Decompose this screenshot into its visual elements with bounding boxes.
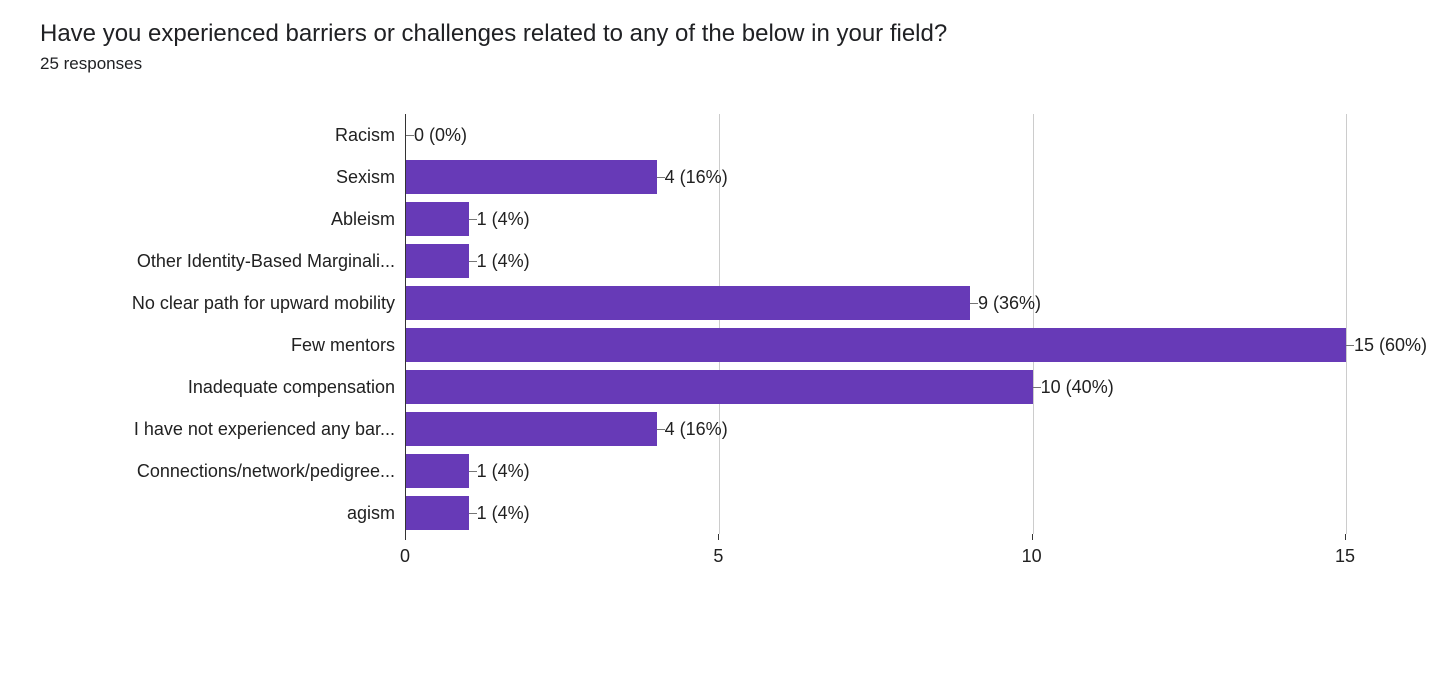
- value-tick: [1033, 387, 1041, 388]
- value-tick: [970, 303, 978, 304]
- bar: [406, 202, 469, 236]
- bar: [406, 160, 657, 194]
- value-tick: [657, 177, 665, 178]
- bar-row: 1 (4%): [406, 492, 1346, 534]
- x-axis-label: 0: [400, 546, 410, 567]
- bar-row: 1 (4%): [406, 240, 1346, 282]
- bar-row: 4 (16%): [406, 408, 1346, 450]
- value-tick: [657, 429, 665, 430]
- bar-row: 1 (4%): [406, 450, 1346, 492]
- category-label: Connections/network/pedigree...: [40, 450, 400, 492]
- value-label: 4 (16%): [665, 408, 728, 450]
- value-label: 9 (36%): [978, 282, 1041, 324]
- value-tick: [406, 135, 414, 136]
- value-tick: [469, 261, 477, 262]
- category-label: Ableism: [40, 198, 400, 240]
- value-label: 10 (40%): [1041, 366, 1114, 408]
- chart-plot: 0 (0%)4 (16%)1 (4%)1 (4%)9 (36%)15 (60%)…: [405, 114, 1346, 534]
- category-label: Sexism: [40, 156, 400, 198]
- bar-row: 0 (0%): [406, 114, 1346, 156]
- value-tick: [1346, 345, 1354, 346]
- chart-subtitle: 25 responses: [40, 54, 1416, 74]
- category-label: Inadequate compensation: [40, 366, 400, 408]
- bar: [406, 454, 469, 488]
- bar: [406, 244, 469, 278]
- x-axis-tick: [1032, 534, 1033, 540]
- category-label: No clear path for upward mobility: [40, 282, 400, 324]
- chart-title: Have you experienced barriers or challen…: [40, 20, 1416, 48]
- x-axis-tick: [1345, 534, 1346, 540]
- value-label: 1 (4%): [477, 450, 530, 492]
- bar: [406, 328, 1346, 362]
- category-label: agism: [40, 492, 400, 534]
- value-tick: [469, 219, 477, 220]
- x-axis-label: 5: [713, 546, 723, 567]
- x-axis-tick: [405, 534, 406, 540]
- value-tick: [469, 471, 477, 472]
- bar-row: 1 (4%): [406, 198, 1346, 240]
- bar: [406, 496, 469, 530]
- bar: [406, 286, 970, 320]
- bar-row: 4 (16%): [406, 156, 1346, 198]
- value-label: 1 (4%): [477, 240, 530, 282]
- category-label: I have not experienced any bar...: [40, 408, 400, 450]
- gridline: [1346, 114, 1347, 534]
- chart-container: Have you experienced barriers or challen…: [0, 0, 1456, 614]
- chart-area: 0 (0%)4 (16%)1 (4%)1 (4%)9 (36%)15 (60%)…: [40, 114, 1416, 594]
- bar-row: 10 (40%): [406, 366, 1346, 408]
- value-label: 1 (4%): [477, 198, 530, 240]
- bar: [406, 412, 657, 446]
- value-label: 4 (16%): [665, 156, 728, 198]
- category-label: Other Identity-Based Marginali...: [40, 240, 400, 282]
- bar-row: 9 (36%): [406, 282, 1346, 324]
- x-axis-label: 10: [1022, 546, 1042, 567]
- value-label: 1 (4%): [477, 492, 530, 534]
- value-tick: [469, 513, 477, 514]
- x-axis-tick: [718, 534, 719, 540]
- bar: [406, 370, 1033, 404]
- value-label: 15 (60%): [1354, 324, 1427, 366]
- value-label: 0 (0%): [414, 114, 467, 156]
- x-axis-label: 15: [1335, 546, 1355, 567]
- bar-row: 15 (60%): [406, 324, 1346, 366]
- category-label: Few mentors: [40, 324, 400, 366]
- category-label: Racism: [40, 114, 400, 156]
